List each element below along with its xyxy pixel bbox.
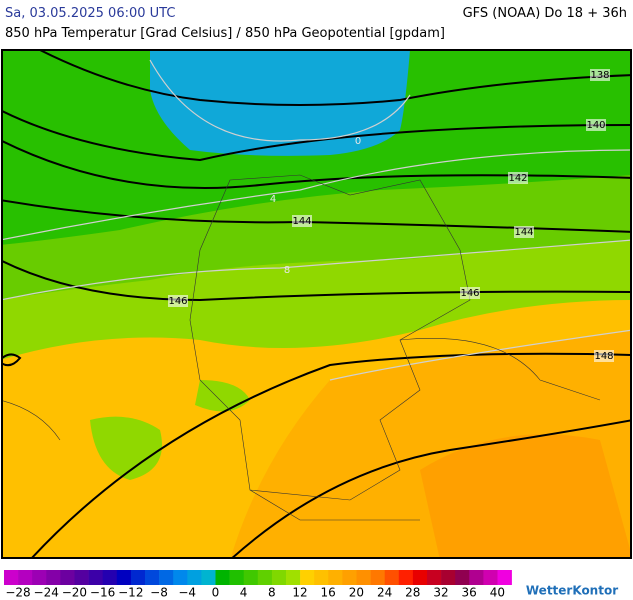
contour-label-bg <box>594 350 614 362</box>
contour-label: 138 <box>590 70 609 81</box>
colorbar-swatch <box>427 570 442 585</box>
colorbar-swatch <box>4 570 19 585</box>
colorbar-label: −16 <box>90 586 115 600</box>
contour-label: 144 <box>514 227 533 238</box>
contour-label-bg <box>586 119 606 131</box>
colorbar-swatch <box>159 570 174 585</box>
field <box>420 434 631 558</box>
colorbar-swatch <box>370 570 385 585</box>
colorbar-swatch <box>201 570 216 585</box>
colorbar-label: 4 <box>240 586 248 600</box>
colorbar-swatch <box>483 570 498 585</box>
colorbar-swatch <box>356 570 371 585</box>
colorbar-swatch <box>32 570 47 585</box>
contour-label: 140 <box>586 120 605 131</box>
contour-label: 142 <box>508 173 527 184</box>
colorbar-swatch <box>102 570 118 585</box>
colorbar-swatch <box>314 570 329 585</box>
borders <box>2 174 601 521</box>
brand: WetterKontor <box>526 584 618 598</box>
colorbar-swatch <box>328 570 343 585</box>
colorbar-label: 40 <box>490 586 505 600</box>
isotherm-label: 4 <box>270 194 276 205</box>
colorbar-label: 32 <box>433 586 448 600</box>
field <box>90 416 162 480</box>
colorbar-label: 8 <box>268 586 276 600</box>
contour-label-bg <box>514 226 534 238</box>
colorbar-label: 0 <box>212 586 220 600</box>
date-label: Sa, 03.05.2025 06:00 UTC <box>5 6 176 21</box>
colorbar-swatch <box>497 570 512 585</box>
colorbar-swatch <box>257 570 273 585</box>
model-label: GFS (NOAA) Do 18 + 36h <box>462 6 627 21</box>
colorbar-swatch <box>130 570 146 585</box>
colorbar-swatch <box>215 570 230 585</box>
colorbar-label: 28 <box>405 586 420 600</box>
contour-label: 144 <box>292 216 311 227</box>
contour-label: 146 <box>460 288 479 299</box>
colorbar-swatch <box>342 570 357 585</box>
colorbar-swatch <box>145 570 160 585</box>
contour-label-bg <box>168 295 188 307</box>
colorbar-swatch <box>229 570 244 585</box>
colorbar-swatch <box>300 570 315 585</box>
subtitle: 850 hPa Temperatur [Grad Celsius] / 850 … <box>5 26 446 41</box>
colorbar-swatch <box>441 570 456 585</box>
colorbar-swatch <box>398 570 414 585</box>
colorbar-label: −24 <box>34 586 59 600</box>
colorbar-swatch <box>116 570 132 585</box>
colorbar-label: 36 <box>462 586 477 600</box>
colorbar-label: 24 <box>377 586 392 600</box>
colorbar-label: 12 <box>292 586 307 600</box>
colorbar-swatch <box>271 570 287 585</box>
colorbar-label: −8 <box>150 586 168 600</box>
colorbar-swatch <box>18 570 33 585</box>
field <box>150 50 410 156</box>
colorbar-swatch <box>412 570 428 585</box>
colorbar-swatch <box>243 570 259 585</box>
colorbar-swatch <box>88 570 103 585</box>
contour-label-bg <box>292 215 312 227</box>
isotherms <box>2 59 631 381</box>
colorbar-label: −4 <box>178 586 196 600</box>
field <box>195 380 250 412</box>
colorbar-swatch <box>384 570 400 585</box>
colorbar-label: −12 <box>118 586 143 600</box>
colorbar-label: 20 <box>349 586 364 600</box>
map-frame <box>1 49 632 559</box>
isotherm-label: 0 <box>355 136 361 147</box>
map-fields <box>2 50 631 558</box>
colorbar-label: −20 <box>62 586 87 600</box>
colorbar-swatch <box>46 570 61 585</box>
colorbar-swatch <box>74 570 89 585</box>
contour-label: 146 <box>168 296 187 307</box>
colorbar-swatch <box>286 570 301 585</box>
isotherm-label: 8 <box>284 265 290 276</box>
colorbar-swatch <box>469 570 484 585</box>
colorbar-swatch <box>60 570 75 585</box>
colorbar-swatch <box>455 570 470 585</box>
contour-label-bg <box>508 172 528 184</box>
contour-label: 148 <box>594 351 613 362</box>
colorbar-label: 16 <box>321 586 336 600</box>
colorbar-label: −28 <box>5 586 30 600</box>
contour-label-bg <box>460 287 480 299</box>
contour-label-bg <box>590 69 610 81</box>
colorbar-swatch <box>187 570 202 585</box>
colorbar-swatch <box>173 570 188 585</box>
